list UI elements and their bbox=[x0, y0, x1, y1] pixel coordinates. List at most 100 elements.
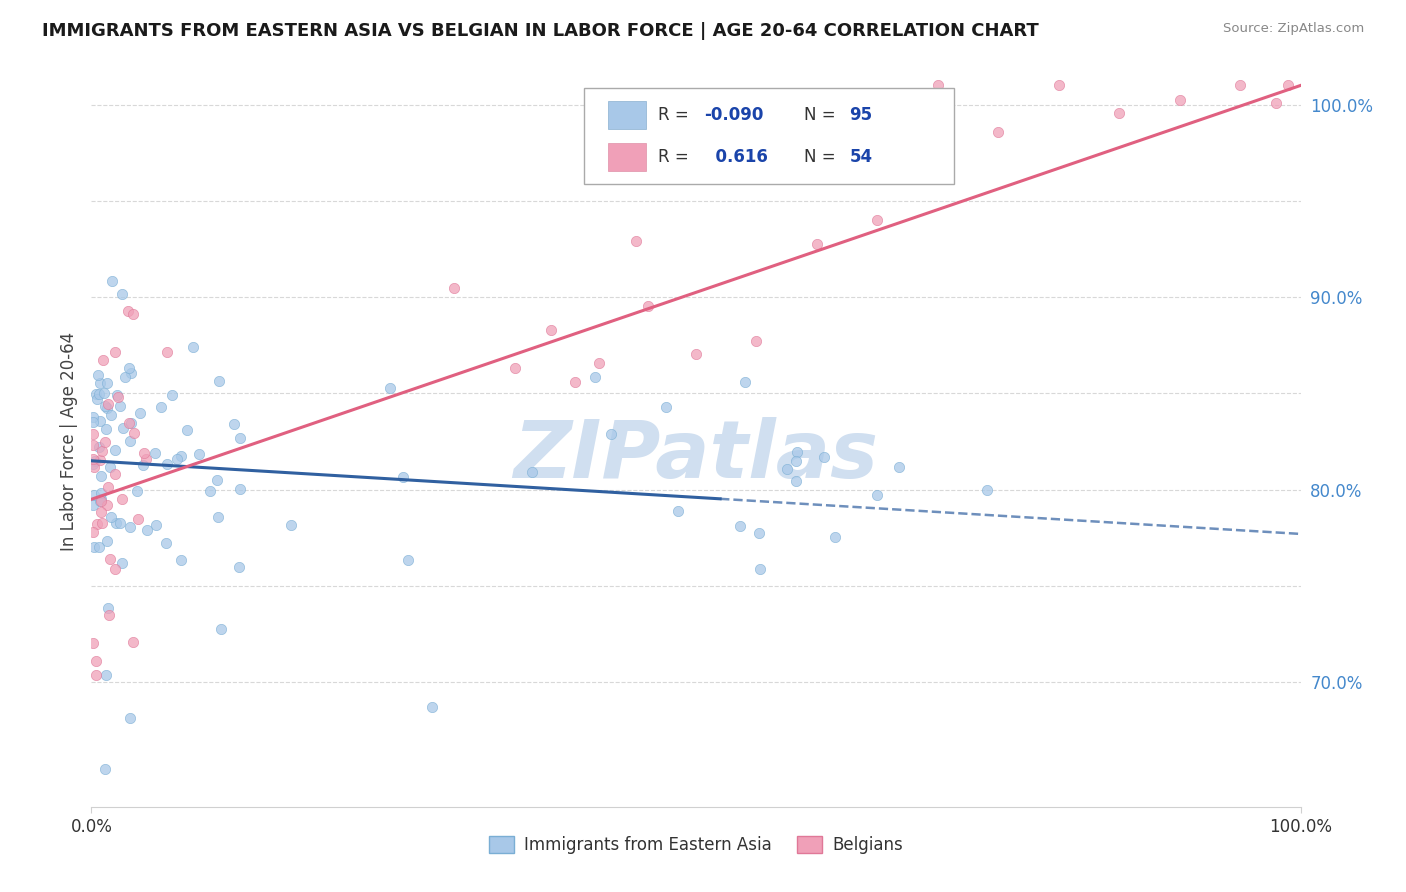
Point bbox=[866, 488, 889, 502]
Point bbox=[522, 465, 544, 479]
Text: N =: N = bbox=[804, 148, 841, 166]
Point bbox=[1168, 93, 1191, 107]
Point bbox=[228, 431, 250, 445]
Text: 95: 95 bbox=[849, 106, 873, 124]
Point bbox=[228, 560, 250, 574]
Point bbox=[176, 423, 198, 437]
Point bbox=[96, 376, 118, 391]
Point bbox=[396, 553, 419, 567]
Point bbox=[89, 376, 111, 390]
Point bbox=[198, 483, 221, 498]
Point bbox=[90, 516, 112, 531]
Point bbox=[117, 304, 139, 318]
Text: 0.616: 0.616 bbox=[704, 148, 768, 166]
Point bbox=[86, 392, 108, 406]
Point bbox=[82, 452, 104, 467]
Point bbox=[207, 509, 229, 524]
Point bbox=[122, 426, 145, 441]
Point bbox=[122, 634, 145, 648]
Point bbox=[127, 511, 149, 525]
Text: 54: 54 bbox=[849, 148, 873, 166]
Point bbox=[143, 446, 166, 460]
Point bbox=[170, 449, 193, 463]
Point bbox=[785, 454, 807, 468]
Point bbox=[100, 408, 122, 422]
Point bbox=[655, 401, 678, 415]
Point bbox=[100, 509, 122, 524]
Point bbox=[82, 636, 104, 650]
Point bbox=[166, 452, 188, 467]
Point bbox=[118, 416, 141, 430]
Y-axis label: In Labor Force | Age 20-64: In Labor Force | Age 20-64 bbox=[59, 332, 77, 551]
Point bbox=[127, 484, 149, 499]
Point bbox=[120, 417, 142, 431]
Point bbox=[84, 454, 107, 468]
Point bbox=[443, 281, 465, 295]
FancyBboxPatch shape bbox=[607, 144, 647, 171]
Point bbox=[105, 387, 128, 401]
Text: R =: R = bbox=[658, 106, 695, 124]
Point bbox=[150, 400, 173, 414]
Point bbox=[104, 562, 127, 576]
Point bbox=[748, 562, 770, 576]
Point bbox=[86, 517, 108, 532]
Point bbox=[83, 460, 105, 475]
Point bbox=[96, 401, 118, 415]
Point bbox=[624, 234, 647, 248]
Point bbox=[90, 492, 112, 507]
Point bbox=[132, 446, 155, 460]
Point bbox=[96, 534, 118, 549]
Point bbox=[111, 492, 134, 507]
Point bbox=[82, 427, 104, 442]
Point bbox=[118, 361, 141, 376]
Point bbox=[111, 556, 134, 570]
Point bbox=[734, 375, 756, 389]
Point bbox=[887, 460, 910, 475]
Text: Source: ZipAtlas.com: Source: ZipAtlas.com bbox=[1223, 22, 1364, 36]
Point bbox=[87, 540, 110, 554]
Point bbox=[82, 415, 104, 429]
Point bbox=[110, 399, 132, 413]
Point bbox=[94, 763, 117, 777]
Text: -0.090: -0.090 bbox=[704, 106, 763, 124]
Point bbox=[129, 406, 152, 420]
Point bbox=[280, 518, 302, 533]
Point bbox=[82, 524, 104, 539]
Point bbox=[90, 505, 112, 519]
Point bbox=[87, 368, 110, 383]
Point bbox=[83, 488, 105, 502]
Point bbox=[155, 536, 177, 550]
Point bbox=[120, 366, 142, 380]
Point bbox=[987, 125, 1010, 139]
Point bbox=[82, 409, 104, 424]
Point bbox=[927, 78, 949, 93]
Point bbox=[156, 344, 179, 359]
Point bbox=[637, 299, 659, 313]
Point bbox=[89, 453, 111, 467]
Point bbox=[391, 470, 413, 484]
Point bbox=[181, 340, 204, 354]
Point bbox=[748, 526, 770, 541]
Point bbox=[866, 213, 889, 227]
Point bbox=[114, 370, 136, 384]
Point bbox=[90, 468, 112, 483]
Point bbox=[1277, 78, 1299, 93]
Point bbox=[94, 434, 117, 449]
Point bbox=[87, 386, 110, 401]
Point bbox=[207, 473, 229, 487]
Point bbox=[728, 519, 751, 533]
Point bbox=[84, 387, 107, 401]
Text: IMMIGRANTS FROM EASTERN ASIA VS BELGIAN IN LABOR FORCE | AGE 20-64 CORRELATION C: IMMIGRANTS FROM EASTERN ASIA VS BELGIAN … bbox=[42, 22, 1039, 40]
Point bbox=[82, 457, 104, 471]
Point bbox=[160, 388, 183, 402]
Point bbox=[104, 516, 127, 531]
Point bbox=[156, 457, 179, 471]
Point bbox=[89, 441, 111, 455]
Point bbox=[222, 417, 245, 432]
Point bbox=[209, 622, 232, 636]
Point bbox=[776, 462, 799, 476]
Point bbox=[111, 287, 134, 301]
Legend: Immigrants from Eastern Asia, Belgians: Immigrants from Eastern Asia, Belgians bbox=[482, 830, 910, 861]
Point bbox=[1108, 105, 1130, 120]
Point bbox=[813, 450, 835, 464]
